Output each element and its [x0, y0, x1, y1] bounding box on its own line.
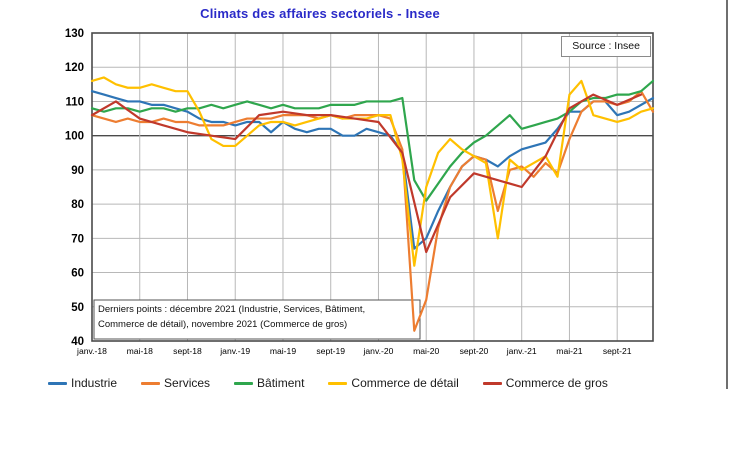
legend-label: Industrie: [71, 376, 118, 390]
plot-border: [91, 32, 654, 342]
series-line-b-timent: [90, 79, 655, 202]
legend-marker: [482, 381, 502, 385]
x-tick-label-sept-18: sept-18: [173, 346, 202, 356]
legend-marker: [234, 381, 254, 385]
x-tick-label-mai-19: mai-19: [270, 346, 296, 356]
x-tick-label-mai-21: mai-21: [556, 346, 582, 356]
y-tick-label-110: 110: [65, 96, 84, 108]
legend-item-b-timent: Bâtiment: [234, 376, 304, 390]
legend-label: Commerce de détail: [351, 376, 459, 390]
y-tick-label-80: 80: [71, 199, 84, 211]
series-line-commerce-de-gros: [90, 93, 643, 254]
legend-marker: [141, 381, 161, 385]
x-tick-label-janv.-21: janv.-21: [506, 346, 537, 356]
y-tick-label-60: 60: [71, 268, 84, 280]
legend-marker: [48, 381, 67, 385]
source-note: Source : Insee: [561, 36, 651, 57]
annotation-box: [93, 299, 421, 340]
legend-item-industrie: Industrie: [48, 376, 117, 390]
y-tick-label-90: 90: [71, 165, 84, 177]
y-tick-label-130: 130: [65, 28, 84, 40]
y-tick-label-50: 50: [71, 302, 84, 314]
chart-legend: Industrie Services Bâtiment Commerce de dét…: [48, 376, 708, 390]
x-tick-label-mai-18: mai-18: [127, 346, 153, 356]
x-tick-label-sept-20: sept-20: [460, 346, 489, 356]
legend-marker: [328, 381, 348, 385]
y-tick-label-120: 120: [65, 62, 84, 74]
y-tick-label-100: 100: [65, 131, 84, 143]
legend-label: Services: [164, 376, 211, 390]
x-tick-label-sept-19: sept-19: [316, 346, 345, 356]
y-tick-label-70: 70: [71, 233, 84, 245]
legend-item-commerce-de-d-tail: Commerce de détail: [328, 376, 459, 390]
x-tick-label-janv.-20: janv.-20: [362, 346, 393, 356]
x-tick-label-mai-20: mai-20: [413, 346, 439, 356]
annotation-line-1: Derniers points : décembre 2021 (Industr…: [98, 304, 366, 315]
legend-item-commerce-de-gros: Commerce de gros: [482, 376, 608, 390]
window-right-edge: [726, 0, 728, 389]
x-tick-label-janv.-19: janv.-19: [219, 346, 250, 356]
x-tick-label-sept-21: sept-21: [603, 346, 632, 356]
series-line-services: [90, 90, 655, 332]
annotation-line-2: Commerce de détail), novembre 2021 (Comm…: [98, 318, 348, 330]
y-tick-label-40: 40: [71, 336, 84, 348]
legend-label: Bâtiment: [257, 376, 305, 390]
legend-label: Commerce de gros: [505, 376, 608, 390]
chart-title: Climats des affaires sectoriels - Insee: [200, 6, 440, 21]
x-tick-label-janv.-18: janv.-18: [76, 346, 107, 356]
last-points-annotation: Derniers points : décembre 2021 (Industr…: [98, 303, 414, 332]
series-line-commerce-de-d-tail: [90, 76, 655, 267]
legend-item-services: Services: [141, 376, 210, 390]
